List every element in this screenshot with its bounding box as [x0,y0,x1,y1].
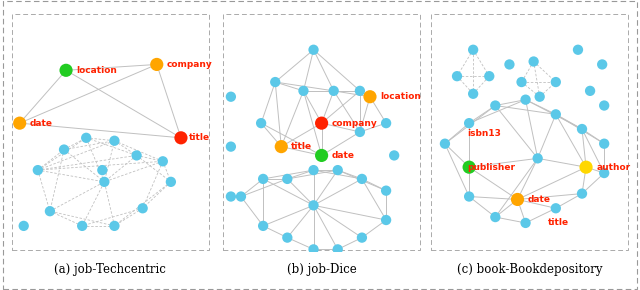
Point [529,59,539,64]
Point [138,206,148,211]
Point [468,48,478,52]
Point [131,153,141,158]
Text: date: date [30,119,52,128]
Point [109,138,120,143]
Point [256,121,266,126]
Point [520,97,531,102]
Point [308,168,319,173]
Point [298,88,308,93]
Text: title: title [548,218,569,227]
Point [550,80,561,84]
Point [328,88,339,93]
Text: location: location [380,92,421,101]
Point [77,224,87,228]
Text: publisher: publisher [467,163,515,172]
Text: (b) job-Dice: (b) job-Dice [287,263,356,276]
Point [157,159,168,164]
Text: title: title [189,133,210,142]
Point [490,215,500,220]
Point [316,153,326,158]
Point [276,144,287,149]
Point [599,103,609,108]
Text: company: company [332,119,378,128]
Point [97,168,108,173]
Point [452,74,462,79]
Point [599,171,609,175]
Point [577,191,587,196]
Point [226,194,236,199]
Point [258,224,268,228]
Point [15,121,25,126]
Point [550,112,561,117]
Point [282,177,292,181]
Point [484,74,495,79]
Point [270,80,280,84]
Point [81,135,92,140]
Point [333,168,343,173]
Point [316,121,326,126]
Point [308,48,319,52]
Point [381,121,391,126]
Point [520,221,531,225]
Point [152,62,162,67]
Text: date: date [527,195,550,204]
Point [513,197,523,202]
Point [282,235,292,240]
Point [365,95,375,99]
Point [381,188,391,193]
Text: isbn13: isbn13 [467,129,501,138]
Point [440,141,450,146]
Text: (c) book-Bookdepository: (c) book-Bookdepository [457,263,602,276]
Point [577,127,587,131]
Point [599,141,609,146]
Text: date: date [332,151,355,160]
Text: location: location [76,66,117,75]
Point [468,91,478,96]
Point [357,235,367,240]
Point [389,153,399,158]
Point [61,68,71,72]
Point [99,180,109,184]
Point [355,130,365,134]
Point [516,80,527,84]
Point [19,224,29,228]
Point [464,194,474,199]
Point [573,48,583,52]
Point [357,177,367,181]
Point [33,168,43,173]
Point [226,95,236,99]
Point [464,165,474,169]
Point [59,147,69,152]
Point [504,62,515,67]
Point [581,165,591,169]
Point [176,135,186,140]
Point [534,95,545,99]
Point [585,88,595,93]
Point [464,121,474,126]
Point [109,224,120,228]
Point [308,203,319,208]
Point [308,247,319,252]
Point [490,103,500,108]
Point [355,88,365,93]
Point [166,180,176,184]
Point [532,156,543,161]
Point [226,144,236,149]
Point [550,206,561,211]
Text: author: author [596,163,630,172]
Point [45,209,55,213]
Text: title: title [291,142,312,151]
Point [258,177,268,181]
Point [381,218,391,222]
Text: company: company [167,60,212,69]
Point [597,62,607,67]
Point [333,247,343,252]
Text: (a) job-Techcentric: (a) job-Techcentric [54,263,166,276]
Point [236,194,246,199]
